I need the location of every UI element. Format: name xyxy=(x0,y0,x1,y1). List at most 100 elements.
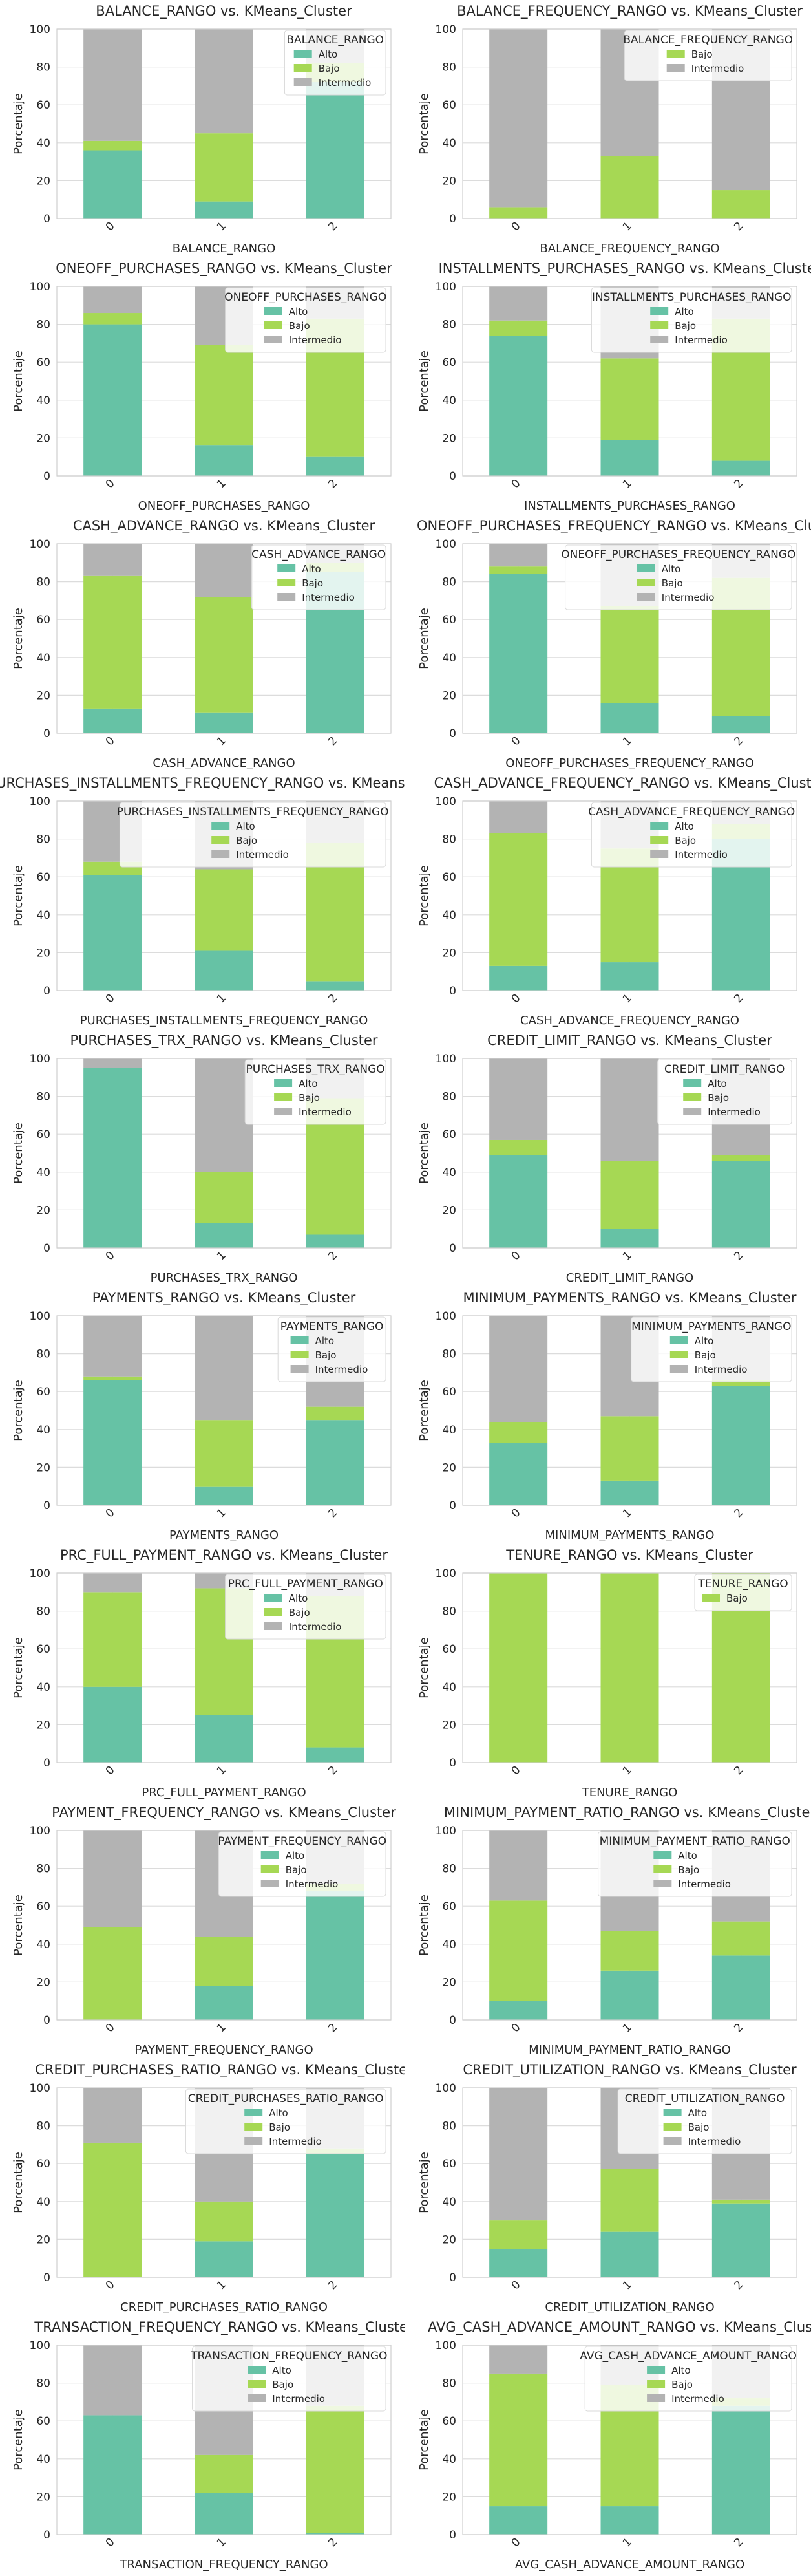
legend-swatch xyxy=(293,78,312,86)
y-tick-label: 40 xyxy=(442,1681,456,1694)
x-tick-label: 2 xyxy=(326,2021,340,2035)
x-tick-label: 0 xyxy=(103,477,118,491)
y-tick-label: 40 xyxy=(442,2453,456,2466)
x-axis-label: CREDIT_PURCHASES_RATIO_RANGO xyxy=(120,2301,328,2314)
bar-segment xyxy=(600,962,659,991)
y-tick-label: 100 xyxy=(30,23,50,36)
plot-frame xyxy=(56,2087,392,2278)
x-tick-label: 1 xyxy=(215,1249,229,1263)
chart-panel: AVG_CASH_ADVANCE_AMOUNT_RANGO vs. KMeans… xyxy=(417,2319,811,2571)
y-tick-label: 100 xyxy=(436,538,456,551)
x-axis-label: MINIMUM_PAYMENT_RATIO_RANGO xyxy=(529,2043,731,2057)
legend-swatch xyxy=(260,1865,279,1873)
legend-label: Alto xyxy=(675,821,694,832)
x-axis-label: MINIMUM_PAYMENTS_RANGO xyxy=(545,1529,715,1542)
y-tick-label: 40 xyxy=(36,1424,50,1437)
x-tick-label: 0 xyxy=(509,1507,523,1521)
y-tick-label: 80 xyxy=(36,1605,50,1618)
legend-label: Bajo xyxy=(302,577,323,589)
legend-swatch xyxy=(260,1851,279,1859)
x-tick-label: 0 xyxy=(509,2536,523,2550)
y-axis-label: Porcentaje xyxy=(417,1122,431,1184)
y-tick-label: 40 xyxy=(442,394,456,407)
legend-box xyxy=(565,544,792,610)
y-axis-label: Porcentaje xyxy=(417,1380,431,1441)
bar-segment xyxy=(306,2154,364,2277)
bar-segment xyxy=(600,1416,659,1481)
legend-swatch xyxy=(650,822,669,830)
legend-swatch xyxy=(650,307,669,315)
legend-swatch xyxy=(290,1336,309,1344)
y-tick-label: 60 xyxy=(36,871,50,884)
chart-title: BALANCE_FREQUENCY_RANGO vs. KMeans_Clust… xyxy=(457,3,803,19)
y-tick-label: 40 xyxy=(442,1424,456,1437)
bar-segment xyxy=(489,336,548,476)
legend-swatch xyxy=(637,564,655,572)
legend-swatch xyxy=(669,1365,688,1373)
legend-label: Intermedio xyxy=(688,2136,741,2147)
bar-segment xyxy=(83,1573,142,1593)
legend-title: PRC_FULL_PAYMENT_RANGO xyxy=(228,1578,383,1591)
bar-segment xyxy=(195,1486,253,1505)
bar-segment xyxy=(489,2345,548,2374)
bar-segment xyxy=(489,1830,548,1901)
y-tick-label: 20 xyxy=(442,1719,456,1732)
y-tick-label: 0 xyxy=(449,727,456,740)
bar-segment xyxy=(83,575,142,709)
bar-segment xyxy=(83,1380,142,1505)
x-tick-label: 1 xyxy=(620,735,635,749)
y-tick-label: 100 xyxy=(436,1310,456,1323)
bar-segment xyxy=(600,1161,659,1229)
legend-title: BALANCE_RANGO xyxy=(286,34,384,47)
legend-label: Bajo xyxy=(269,2121,290,2133)
x-tick-label: 0 xyxy=(509,2021,523,2035)
plot-frame xyxy=(462,286,797,477)
bar-segment xyxy=(489,2373,548,2507)
legend-label: Alto xyxy=(678,1850,697,1862)
y-axis-label: Porcentaje xyxy=(12,865,25,927)
bar-segment xyxy=(83,1058,142,1068)
bar-segment xyxy=(489,965,548,991)
legend-box xyxy=(591,287,792,353)
chart-title: PRC_FULL_PAYMENT_RANGO vs. KMeans_Cluste… xyxy=(60,1547,388,1563)
plot-frame xyxy=(462,1315,797,1506)
chart-panel: TENURE_RANGO vs. KMeans_Cluster020406080… xyxy=(417,1547,797,1799)
bar-segment xyxy=(600,440,659,476)
y-tick-label: 60 xyxy=(36,356,50,369)
y-axis-label: Porcentaje xyxy=(417,93,431,155)
y-tick-label: 100 xyxy=(30,1825,50,1838)
legend-box xyxy=(192,2346,386,2412)
y-tick-label: 60 xyxy=(442,356,456,369)
y-axis-label: Porcentaje xyxy=(12,350,25,412)
x-tick-label: 0 xyxy=(103,2536,118,2550)
bar-segment xyxy=(195,445,253,476)
y-tick-label: 80 xyxy=(442,319,456,332)
legend-swatch xyxy=(293,64,312,72)
bar-segment xyxy=(711,190,770,219)
y-tick-label: 0 xyxy=(449,1242,456,1255)
y-tick-label: 60 xyxy=(36,1900,50,1913)
y-tick-label: 0 xyxy=(43,1499,50,1512)
legend-label: Intermedio xyxy=(286,1878,339,1890)
y-tick-label: 60 xyxy=(36,2415,50,2428)
bar-segment xyxy=(600,703,659,733)
x-tick-label: 0 xyxy=(509,735,523,749)
y-axis-label: Porcentaje xyxy=(12,1637,25,1699)
y-axis-label: Porcentaje xyxy=(12,2409,25,2471)
y-tick-label: 0 xyxy=(449,985,456,998)
plot-frame xyxy=(56,286,392,477)
y-tick-label: 100 xyxy=(436,1567,456,1580)
bar-segment xyxy=(195,1420,253,1487)
legend-swatch xyxy=(663,2123,682,2131)
chart-title: TRANSACTION_FREQUENCY_RANGO vs. KMeans_C… xyxy=(34,2319,405,2335)
plot-frame xyxy=(56,2345,392,2535)
x-tick-label: 0 xyxy=(509,220,523,234)
y-tick-label: 20 xyxy=(36,1461,50,1474)
bar-segment xyxy=(306,456,364,476)
chart-title: MINIMUM_PAYMENT_RATIO_RANGO vs. KMeans_C… xyxy=(444,1805,811,1821)
y-axis-label: Porcentaje xyxy=(417,350,431,412)
bar-segment xyxy=(195,1223,253,1248)
bar-segment xyxy=(711,2199,770,2204)
